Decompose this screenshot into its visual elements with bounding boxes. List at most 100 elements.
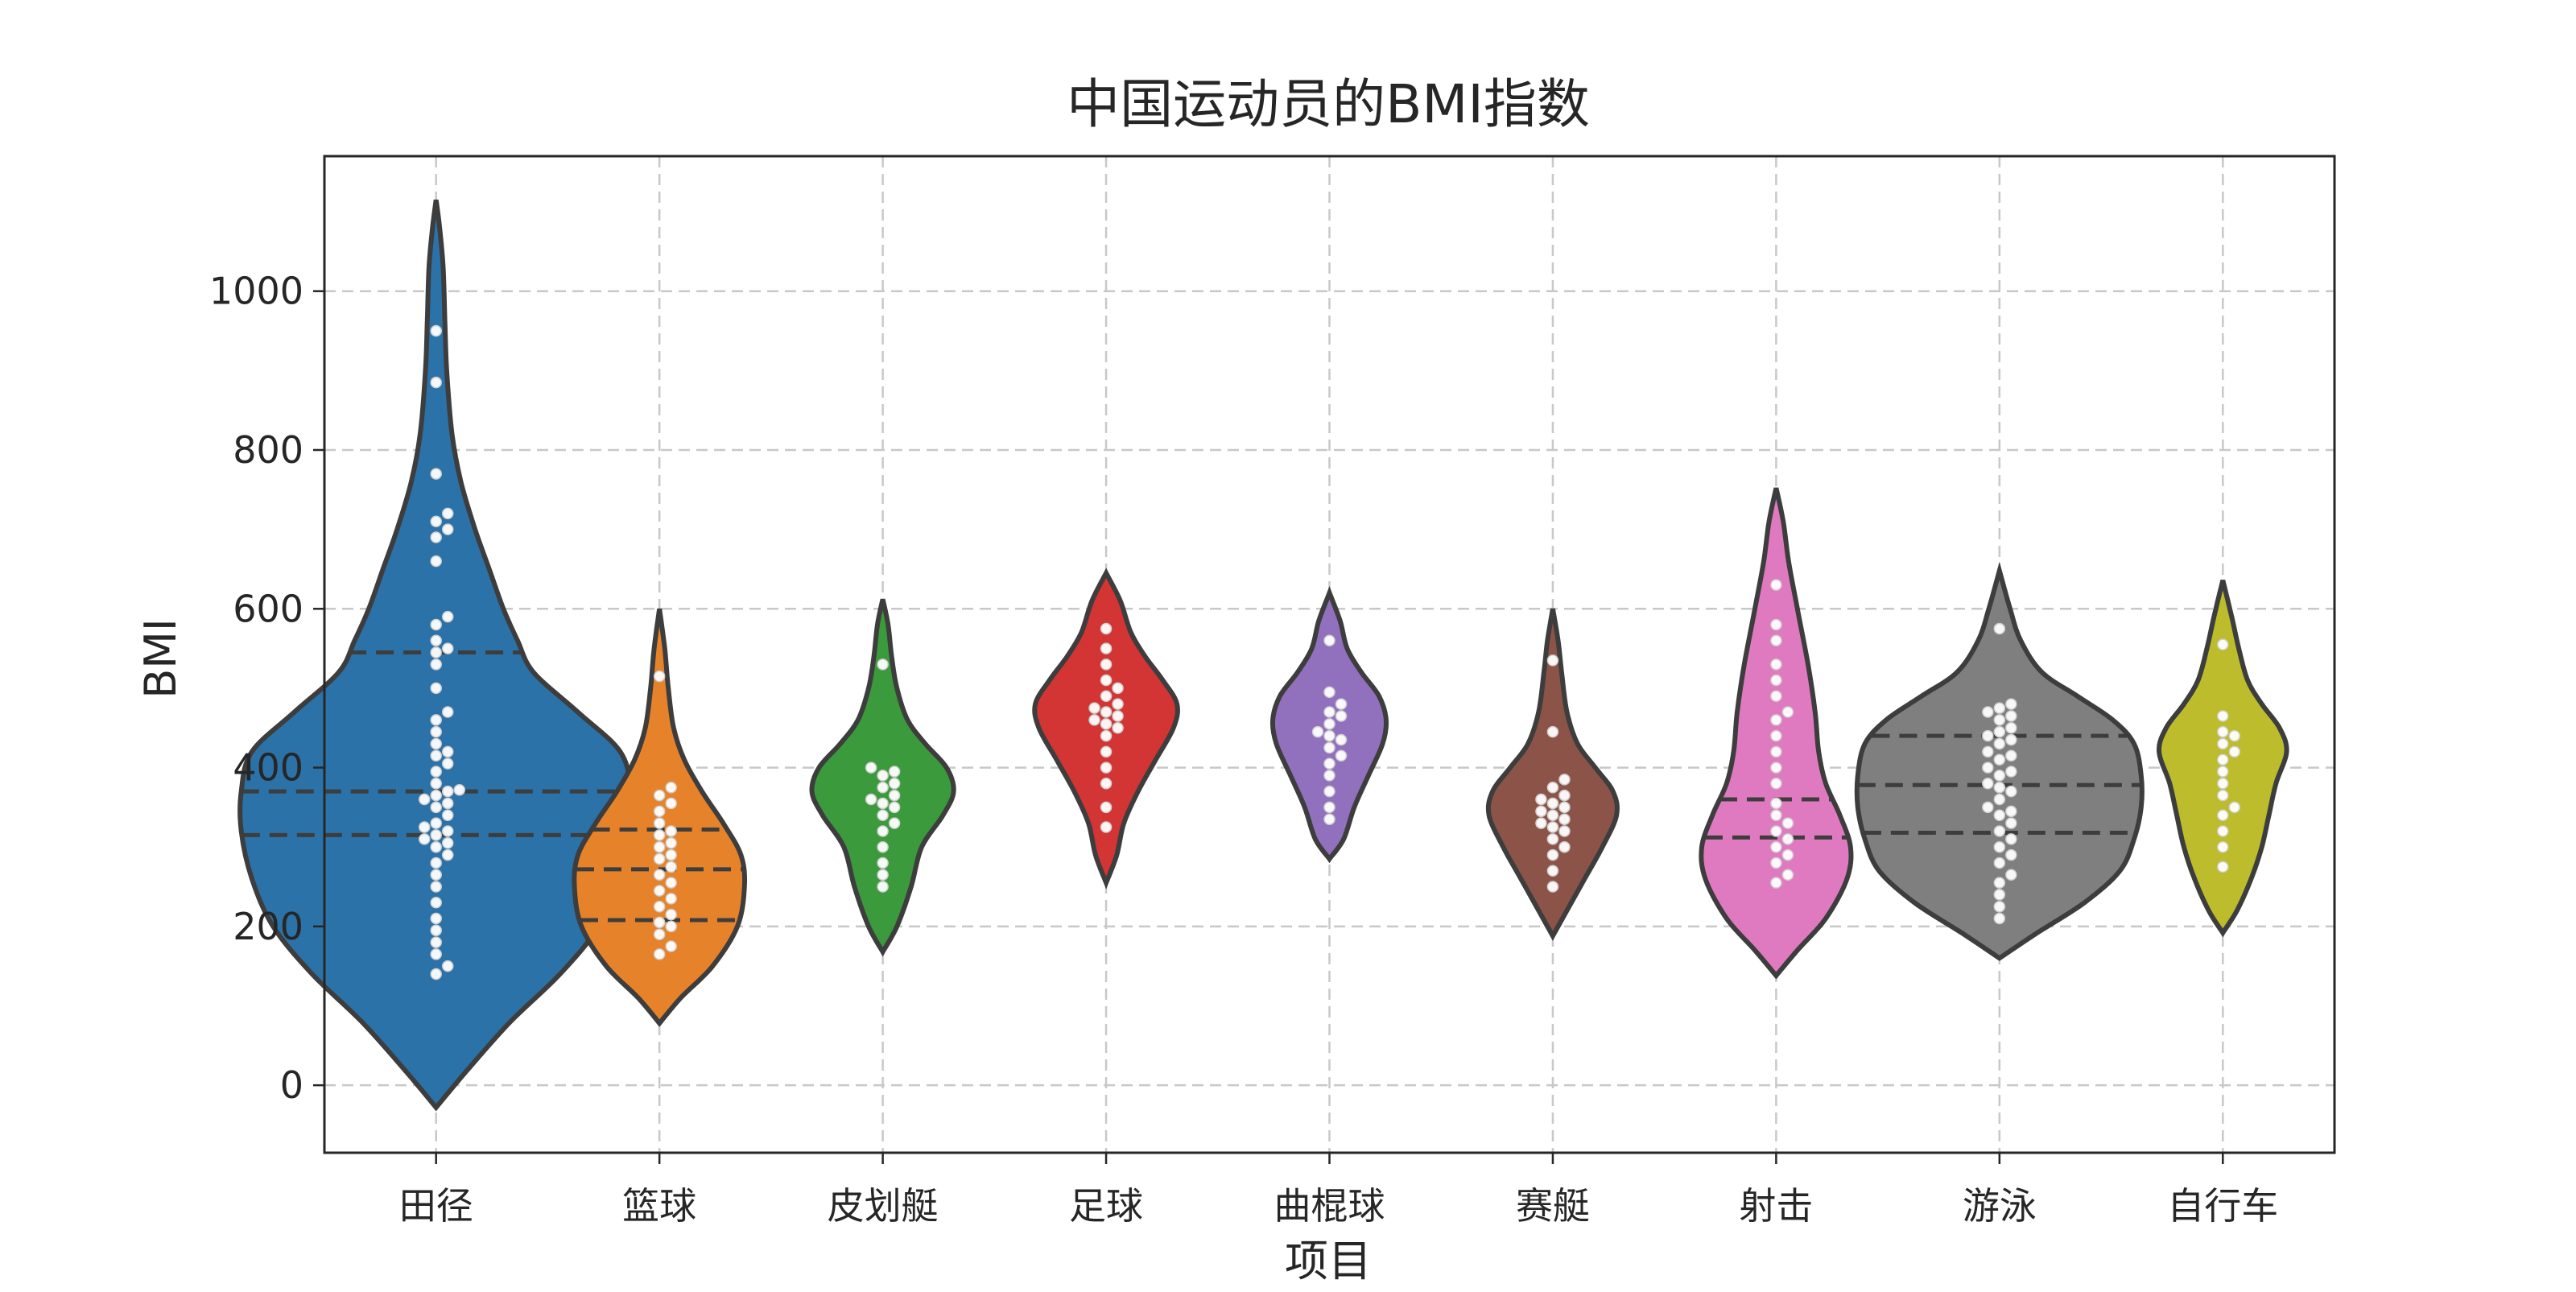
violin-body xyxy=(1485,608,1620,941)
data-point xyxy=(430,515,442,528)
data-point xyxy=(430,714,442,726)
data-point xyxy=(1546,809,1559,822)
y-tick-label: 0 xyxy=(280,1063,303,1107)
x-tick-label: 自行车 xyxy=(2167,1184,2278,1228)
data-point xyxy=(1535,805,1547,818)
y-tick-label: 1000 xyxy=(209,270,303,313)
data-point xyxy=(1993,889,2006,901)
data-point xyxy=(2005,805,2017,818)
data-point xyxy=(877,881,889,893)
violin-group-6 xyxy=(1485,608,1620,941)
data-point xyxy=(1100,778,1113,790)
data-point xyxy=(1100,718,1113,730)
data-point xyxy=(453,783,465,796)
axis-layer: 0 200 400 600 800 1000 田径 篮球 皮划艇 足球 曲棍球 赛艇 射击 游泳 自行车 xyxy=(209,155,2336,1228)
data-point xyxy=(653,840,666,853)
violin-group-4 xyxy=(1032,568,1180,890)
data-point xyxy=(2005,785,2017,798)
data-point xyxy=(1546,654,1559,667)
data-point xyxy=(888,801,901,814)
data-point xyxy=(888,766,901,778)
y-tick-label: 800 xyxy=(233,428,303,472)
data-point xyxy=(1982,706,1994,718)
data-point xyxy=(1335,749,1348,762)
data-point xyxy=(1112,682,1124,695)
data-point xyxy=(2005,749,2017,762)
data-point xyxy=(1993,793,2006,806)
data-point xyxy=(1100,674,1113,687)
x-tick-label: 赛艇 xyxy=(1516,1184,1590,1228)
data-point xyxy=(441,837,454,849)
data-point xyxy=(1100,821,1113,833)
data-point xyxy=(1993,622,2006,635)
violin-group-8 xyxy=(1854,561,2145,961)
violin-group-3 xyxy=(809,598,956,957)
data-point xyxy=(1100,622,1113,635)
data-point xyxy=(430,766,442,778)
data-point xyxy=(1100,745,1113,758)
data-point xyxy=(653,948,666,960)
data-point xyxy=(1558,825,1571,837)
data-point xyxy=(441,825,454,837)
data-point xyxy=(1088,702,1100,714)
data-point xyxy=(877,781,889,794)
data-point xyxy=(430,897,442,909)
data-point xyxy=(1088,714,1100,726)
data-point xyxy=(1335,733,1348,746)
data-point xyxy=(1770,825,1782,837)
data-point xyxy=(865,762,877,774)
data-point xyxy=(877,869,889,881)
data-point xyxy=(430,881,442,893)
plot-frame xyxy=(323,155,2336,1154)
data-point xyxy=(430,658,442,671)
data-point xyxy=(1770,634,1782,646)
data-point xyxy=(2005,721,2017,734)
data-point xyxy=(1335,710,1348,722)
data-point xyxy=(1323,757,1335,770)
data-point xyxy=(2217,710,2229,722)
data-point xyxy=(2217,725,2229,738)
data-point xyxy=(1982,778,1994,790)
data-point xyxy=(1770,840,1782,853)
data-point xyxy=(430,801,442,814)
data-point xyxy=(665,920,677,933)
data-point xyxy=(665,848,677,861)
data-point xyxy=(1982,801,1994,814)
data-point xyxy=(1558,813,1571,825)
violin-group-5 xyxy=(1269,586,1389,864)
data-point xyxy=(665,908,677,921)
data-point xyxy=(877,840,889,853)
data-point xyxy=(665,940,677,952)
data-point xyxy=(1993,737,2006,750)
data-point xyxy=(2005,733,2017,746)
data-point xyxy=(665,781,677,794)
data-point xyxy=(1770,690,1782,703)
data-point xyxy=(665,893,677,905)
data-point xyxy=(1100,690,1113,703)
data-point xyxy=(1993,825,2006,837)
data-point xyxy=(1993,809,2006,822)
data-point xyxy=(1770,857,1782,869)
data-point xyxy=(2005,869,2017,881)
y-tick-label: 200 xyxy=(233,905,303,948)
data-point xyxy=(2005,817,2017,829)
data-point xyxy=(430,324,442,337)
data-point xyxy=(1311,725,1324,738)
data-point xyxy=(2228,745,2241,758)
data-point xyxy=(430,778,442,790)
data-point xyxy=(888,817,901,829)
data-point xyxy=(653,916,666,929)
x-tick-label: 足球 xyxy=(1069,1184,1143,1228)
data-point xyxy=(1993,912,2006,925)
data-point xyxy=(1770,618,1782,631)
data-point xyxy=(1770,797,1782,810)
data-point xyxy=(1100,642,1113,654)
data-point xyxy=(1100,762,1113,774)
data-point xyxy=(430,618,442,631)
data-point xyxy=(430,376,442,389)
data-point xyxy=(430,968,442,980)
data-point xyxy=(2217,789,2229,802)
data-point xyxy=(888,778,901,790)
y-axis-label: BMI xyxy=(135,618,186,699)
